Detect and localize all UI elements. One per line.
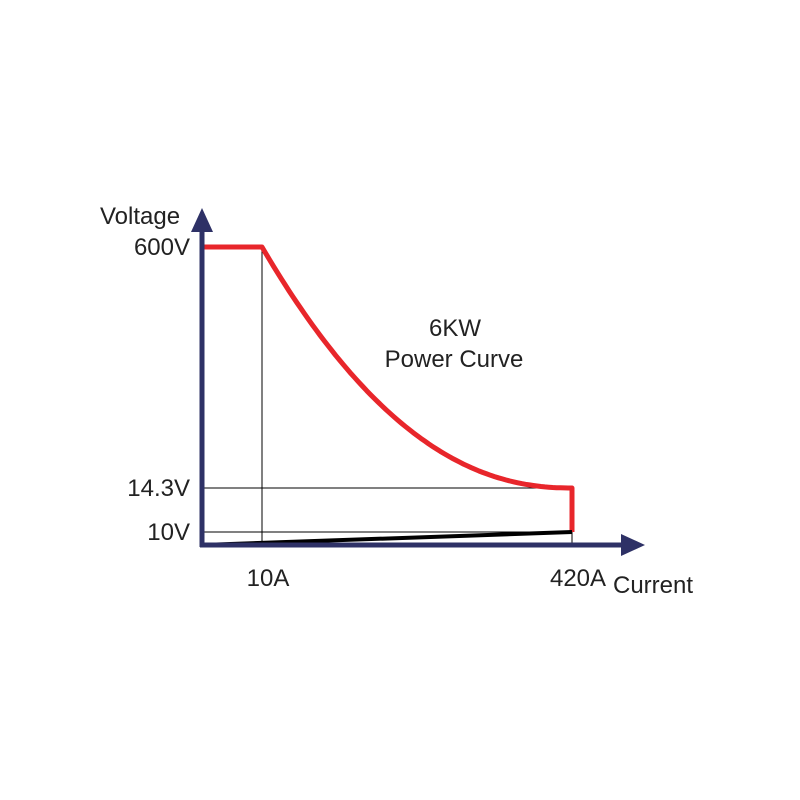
series-power-envelope [202, 244, 575, 532]
y-tick-label-2: 10V [147, 519, 190, 546]
y-axis-title: Voltage [100, 203, 180, 230]
y-axis-arrow-icon [191, 208, 213, 232]
annotation-power: 6KW [429, 315, 481, 342]
guide-lines [202, 247, 573, 545]
y-tick-label-0: 600V [134, 234, 190, 261]
labels: Voltage Current 6KW Power Curve [100, 203, 693, 599]
x-tick-label-0: 10A [247, 565, 290, 592]
x-axis-title: Current [613, 572, 693, 599]
series-layer [201, 244, 575, 547]
axes [191, 208, 645, 556]
y-tick-label-1: 14.3V [127, 475, 190, 502]
annotation-curve-name: Power Curve [385, 346, 524, 373]
x-tick-label-1: 420A [550, 565, 606, 592]
x-axis-arrow-icon [621, 534, 645, 556]
tick-labels: 600V 14.3V 10V 10A 420A [127, 234, 606, 592]
